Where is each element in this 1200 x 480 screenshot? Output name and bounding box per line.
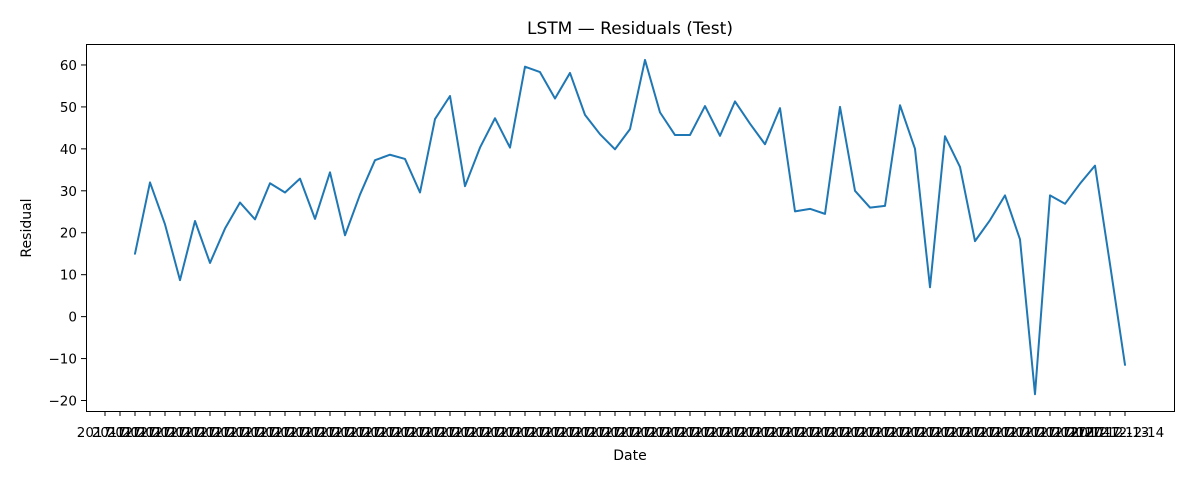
x-tick-label: 2017-12	[92, 425, 148, 441]
x-tick-label: 2017-12	[872, 425, 928, 441]
x-tick-label: 2017-12	[1052, 425, 1108, 441]
x-tick-label: 2017-12	[662, 425, 718, 441]
y-tick-label: 30	[60, 184, 77, 200]
x-tick-label: 2017-12	[992, 425, 1048, 441]
y-tick-label: 0	[68, 310, 77, 326]
x-tick-label: 2017-12	[857, 425, 913, 441]
x-tick-label: 2017-12	[167, 425, 223, 441]
x-tick-label: 2017-12	[347, 425, 403, 441]
y-tick-label: −10	[49, 352, 78, 368]
x-tick-label: 2017-12	[692, 425, 748, 441]
x-tick-label: 2017-12	[467, 425, 523, 441]
x-tick-label: 2017-12	[677, 425, 733, 441]
x-tick-label: 2017-12	[257, 425, 313, 441]
x-tick-label: 2017-12	[902, 425, 958, 441]
y-tick-label: 50	[60, 100, 77, 116]
axes-frame	[86, 44, 1175, 412]
x-tick-label: 2017-12	[77, 425, 133, 441]
y-axis-label: Residual	[19, 198, 35, 257]
x-tick-label: 2017-12	[1067, 425, 1123, 441]
x-tick-label: 2017-12	[482, 425, 538, 441]
x-tick-label: 2017-12	[617, 425, 673, 441]
x-tick-label: 2017-12	[932, 425, 988, 441]
x-tick-label: 2017-12	[797, 425, 853, 441]
x-tick-label: 2017-12	[152, 425, 208, 441]
x-tick-label: 2017-12	[722, 425, 778, 441]
series-line-0	[134, 58, 1126, 396]
y-tick-label: 40	[60, 142, 77, 158]
y-tick-label: 20	[60, 226, 77, 242]
x-tick-label: 2017-12	[497, 425, 553, 441]
x-tick-label: 2017-12	[317, 425, 373, 441]
x-tick-label: 2017-12	[137, 425, 193, 441]
x-tick-label: 2017-12	[962, 425, 1018, 441]
y-tick-label: 60	[60, 58, 77, 74]
x-tick-label: 2017-12	[182, 425, 238, 441]
x-tick-label: 2017-12	[377, 425, 433, 441]
x-tick-label: 2017-12	[1037, 425, 1093, 441]
x-tick-label: 2017-12	[752, 425, 808, 441]
x-tick-label: 2017-12	[1022, 425, 1078, 441]
x-tick-label: 2017-12	[422, 425, 478, 441]
x-tick-label: 2017-12	[512, 425, 568, 441]
x-tick-label: 2017-12	[947, 425, 1003, 441]
x-tick-label: 2017-12	[827, 425, 883, 441]
x-tick-label: 2017-12	[812, 425, 868, 441]
chart-title: LSTM — Residuals (Test)	[527, 19, 733, 39]
x-tick-label: 2017-12	[242, 425, 298, 441]
x-tick-label: 2017-12	[122, 425, 178, 441]
x-tick-label: 2017-12	[632, 425, 688, 441]
x-tick-label: 2017-12	[107, 425, 163, 441]
x-tick-label: 2017-12	[767, 425, 823, 441]
x-tick-label: 2017-12	[887, 425, 943, 441]
x-tick-label: 2017-12	[392, 425, 448, 441]
x-tick-label: 2017-12	[407, 425, 463, 441]
x-tick-label: 2017-12	[212, 425, 268, 441]
x-tick-label: 2017-12	[527, 425, 583, 441]
x-tick-label: 2017-12	[287, 425, 343, 441]
x-tick-label: 2017-12	[542, 425, 598, 441]
x-axis: 2017-122017-122017-122017-122017-122017-…	[77, 411, 1164, 441]
x-tick-label: 2017-12	[557, 425, 613, 441]
x-tick-label: 2017-12	[437, 425, 493, 441]
x-tick-label: 2017-12	[602, 425, 658, 441]
x-tick-label: 2017-12	[332, 425, 388, 441]
x-tick-label: 2017-12	[782, 425, 838, 441]
x-tick-label: 2017-12-13	[1071, 425, 1149, 441]
x-tick-label: 2017-12	[737, 425, 793, 441]
x-tick-label: 2017-12	[977, 425, 1033, 441]
x-tick-label: 2017-12	[1007, 425, 1063, 441]
plot-area	[134, 58, 1126, 396]
x-tick-label: 2017-12	[197, 425, 253, 441]
x-axis-label: Date	[613, 448, 646, 464]
x-tick-label: 2017-12-14	[1086, 425, 1164, 441]
x-tick-label: 2017-12	[272, 425, 328, 441]
x-tick-label: 2017-12	[227, 425, 283, 441]
x-tick-label: 2017-12	[302, 425, 358, 441]
x-tick-label: 2017-12	[707, 425, 763, 441]
y-tick-label: 10	[60, 268, 77, 284]
x-tick-label: 2017-12	[362, 425, 418, 441]
x-tick-label: 2017-12	[452, 425, 508, 441]
x-tick-label: 2017-12	[647, 425, 703, 441]
y-tick-label: −20	[49, 394, 78, 410]
x-tick-label: 2017-12	[842, 425, 898, 441]
x-tick-label: 2017-12	[917, 425, 973, 441]
x-tick-label: 2017-12	[572, 425, 628, 441]
x-tick-label: 2017-12	[587, 425, 643, 441]
y-axis: −20 −10 0 10 20 30 40 50 60	[49, 58, 86, 410]
